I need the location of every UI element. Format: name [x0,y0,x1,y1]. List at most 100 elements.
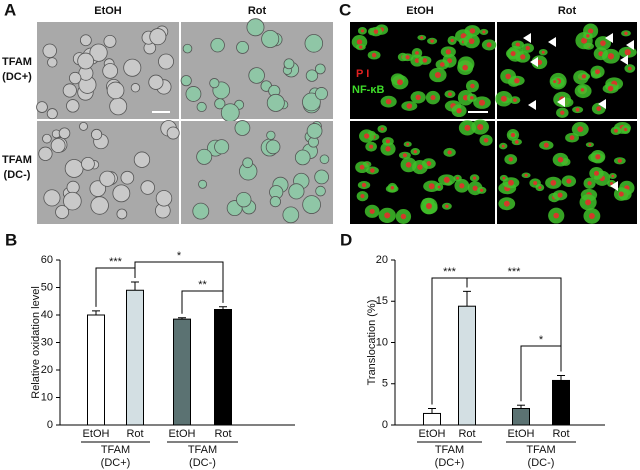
cell [55,205,70,220]
nucleus [439,62,445,67]
bar [87,314,105,426]
nucleus [510,132,516,138]
cell [62,83,77,98]
nucleus [447,58,453,64]
cell [64,159,84,178]
cell [294,149,311,166]
significance-label: *** [443,266,457,278]
nucleus [617,158,622,163]
nucleus [405,162,412,168]
nucleus [360,29,364,33]
bar [126,289,144,426]
y-tick-label: 10 [41,391,53,403]
x-tick-label: Rot [126,428,143,440]
cell [242,157,253,169]
cell [288,183,305,200]
y-axis-label: Translocation (%) [366,300,378,386]
cell [90,196,109,215]
group-label: TFAM [435,444,464,456]
nucleus [500,95,507,102]
nucleus [371,52,377,58]
stain-label: NF-κB [352,84,384,96]
arrowhead [557,97,565,107]
y-axis-label: Relative oxidation level [30,286,42,399]
cell [123,58,142,77]
cell [261,29,280,48]
bar [214,309,232,426]
x-tick-label: Rot [214,428,231,440]
cell [246,18,265,37]
cell [50,138,66,153]
nucleus [402,153,407,158]
nucleus [464,124,471,131]
nucleus [406,103,413,109]
nucleus [486,42,492,48]
cell [103,34,117,48]
nucleus [536,59,543,66]
nucleus [575,107,580,112]
nucleus [501,144,505,148]
nucleus [618,191,624,197]
significance-label: * [539,334,544,346]
cell [158,53,174,70]
cell [302,92,321,112]
x-tick-label: EtOH [83,428,110,440]
cell [149,28,167,46]
cell [112,184,131,203]
nucleus [472,176,477,180]
nucleus [369,208,375,214]
arrowhead [626,40,634,50]
nucleus [595,154,601,160]
nucleus [607,85,614,92]
nucleus [581,74,587,79]
row-label: TFAM [2,56,32,68]
nucleus [369,144,374,149]
cell [185,86,202,102]
nucleus [483,137,489,143]
significance-label: * [177,250,182,262]
nucleus [459,183,465,189]
nucleus [508,157,513,162]
cell [66,180,80,194]
nucleus [482,30,486,34]
arrowhead [605,33,613,43]
y-tick-label: 10 [376,336,388,348]
y-tick-label: 20 [41,364,53,376]
nucleus [624,49,631,56]
nucleus [462,64,468,71]
y-tick-label: 50 [41,281,53,293]
cell [182,43,193,54]
nucleus [577,126,584,133]
arrowhead [528,100,536,110]
nucleus [472,185,478,191]
panel-label: A [4,0,16,19]
nucleus [443,176,450,183]
nucleus [385,98,392,105]
nucleus [600,40,606,46]
cell [234,120,251,136]
cell [130,83,141,93]
column-label: EtOH [94,5,122,17]
cell [79,34,92,47]
nucleus [624,127,628,132]
nucleus [425,203,432,210]
cell [315,185,326,197]
column-label: Rot [248,5,267,17]
nucleus [533,181,538,186]
nucleus [413,149,417,154]
nucleus [384,212,391,219]
panel-label: C [339,0,351,19]
group-label: TFAM [526,444,555,456]
nucleus [373,29,379,34]
bar [512,408,530,426]
bar [552,379,570,426]
nucleus [510,51,516,57]
cell [266,93,285,112]
cell [91,128,103,141]
group-label: (DC+) [435,457,465,469]
cell [77,52,95,70]
nucleus [607,53,615,60]
nucleus [480,188,484,192]
significance-label: *** [508,266,522,278]
group-label: (DC-) [528,457,555,469]
